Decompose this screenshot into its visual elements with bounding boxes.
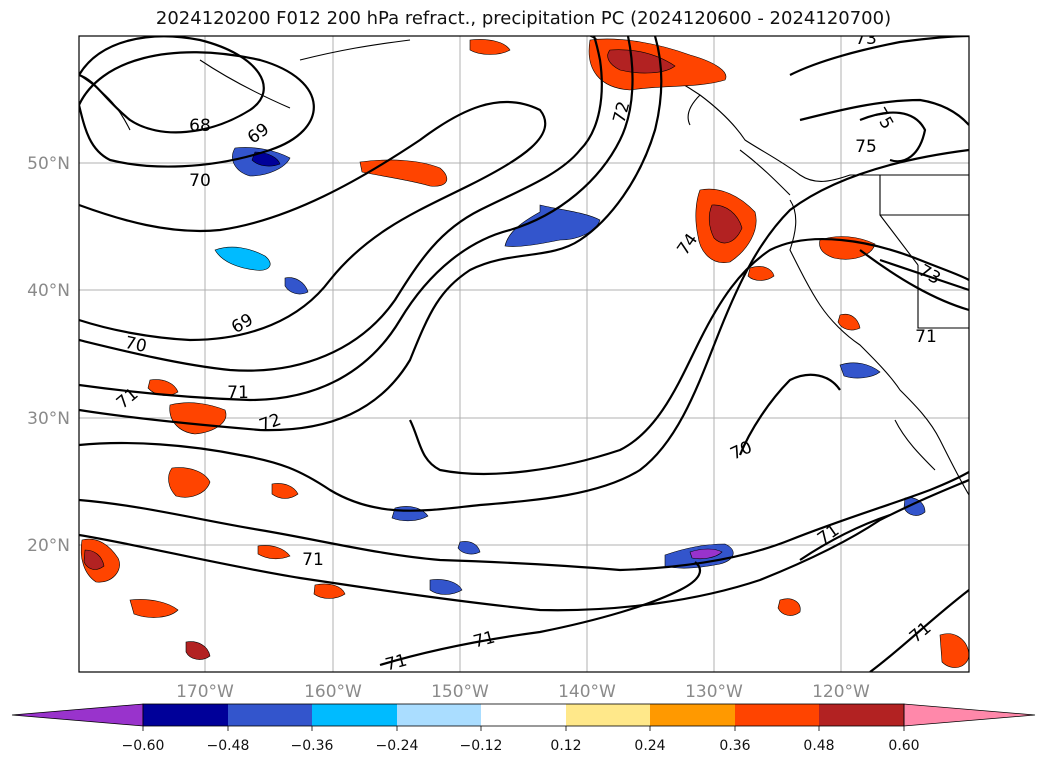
lon-label: 120°W: [812, 682, 870, 702]
lat-label: 40°N: [27, 281, 70, 301]
map-frame: [78, 35, 970, 673]
graticule: [79, 36, 969, 672]
contour-label: 71: [227, 383, 249, 403]
colorbar-tick-label: 0.36: [719, 738, 750, 754]
contour-label: 71: [302, 550, 324, 570]
contour-label: 70: [123, 333, 148, 357]
lat-label: 50°N: [27, 154, 70, 174]
colorbar-extend-right: [903, 703, 1036, 727]
precip-shading: [80, 38, 969, 668]
colorbar-tick-label: 0.60: [888, 738, 919, 754]
colorbar-tick-label: 0.12: [550, 738, 581, 754]
lon-label: 150°W: [431, 682, 489, 702]
lon-label: 160°W: [304, 682, 362, 702]
lon-label: 170°W: [176, 682, 234, 702]
colorbar-tick-label: 0.24: [634, 738, 665, 754]
colorbar-tick-label: −0.60: [122, 738, 165, 754]
colorbar-segment: [819, 704, 904, 726]
lon-label: 130°W: [685, 682, 743, 702]
lat-label: 20°N: [27, 536, 70, 556]
colorbar-segment: [566, 704, 650, 726]
contour-label: 75: [855, 137, 877, 157]
chart-title: 2024120200 F012 200 hPa refract., precip…: [155, 8, 892, 29]
colorbar-segment: [481, 704, 566, 726]
lon-label: 140°W: [558, 682, 616, 702]
contour-label: 73: [855, 29, 877, 49]
colorbar-frame: [142, 703, 905, 727]
lat-label: 30°N: [27, 409, 70, 429]
colorbar-segment: [397, 704, 481, 726]
map-plot-area: [79, 36, 969, 672]
colorbar-segment: [143, 704, 228, 726]
contour-label: 71: [915, 327, 937, 347]
colorbar-tick-label: −0.24: [376, 738, 419, 754]
colorbar-tick-label: −0.12: [460, 738, 503, 754]
colorbar-segment: [735, 704, 819, 726]
contour-label: 70: [189, 171, 211, 191]
colorbar-tick-label: −0.36: [291, 738, 334, 754]
contour-label: 71: [383, 651, 409, 676]
colorbar-extend-left: [11, 703, 144, 727]
colorbar-segment: [228, 704, 312, 726]
colorbar-segment: [312, 704, 397, 726]
colorbar: −0.60 −0.48 −0.36 −0.24 −0.12 0.12 0.24 …: [11, 703, 1036, 754]
colorbar-tick-label: 0.48: [803, 738, 834, 754]
height-contours: [79, 36, 969, 672]
colorbar-tick-label: −0.48: [207, 738, 250, 754]
colorbar-segment: [650, 704, 735, 726]
contour-label: 68: [189, 116, 211, 136]
